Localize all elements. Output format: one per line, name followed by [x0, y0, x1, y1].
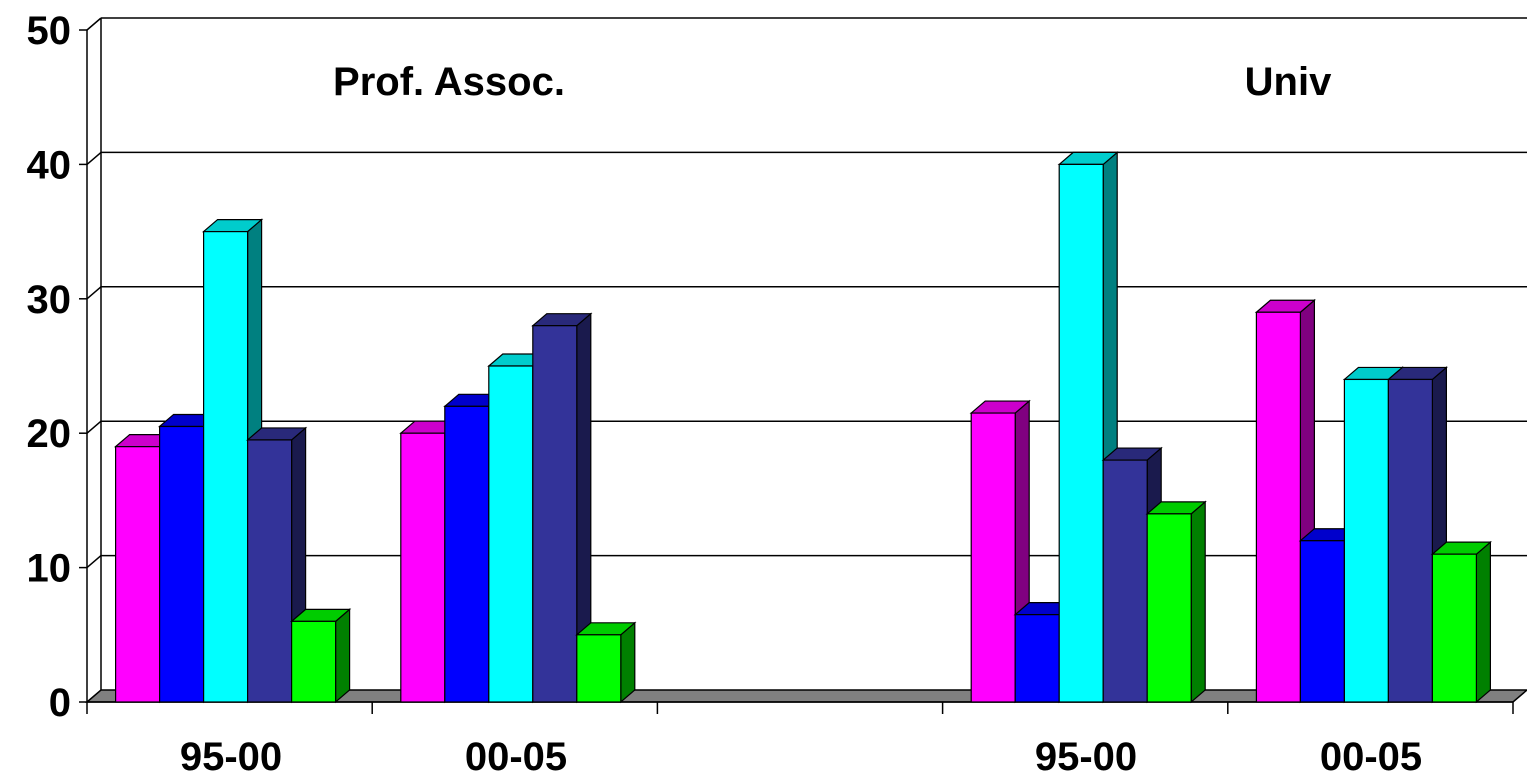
bar — [577, 623, 635, 702]
bar-front — [401, 433, 445, 702]
bar-front — [489, 366, 533, 702]
bar-front — [1300, 541, 1344, 702]
bar-front — [1344, 379, 1388, 702]
bar-front — [971, 413, 1015, 702]
bar-front — [577, 635, 621, 702]
bars — [116, 152, 1491, 702]
category-label: 00-05 — [1320, 735, 1422, 778]
bar-side — [1476, 542, 1490, 702]
bar — [292, 609, 350, 702]
group-title-univ: Univ — [1245, 60, 1332, 104]
category-label: 00-05 — [465, 735, 567, 778]
bar-side — [1191, 502, 1205, 702]
y-tick-label: 10 — [27, 547, 72, 591]
bar-front — [160, 426, 204, 702]
y-tick-label: 40 — [27, 143, 72, 187]
bar — [1432, 542, 1490, 702]
bar-front — [204, 232, 248, 702]
bar-front — [1388, 379, 1432, 702]
category-label: 95-00 — [180, 735, 282, 778]
y-tick-label: 0 — [49, 681, 71, 725]
bar-side — [336, 609, 350, 702]
bar-front — [533, 326, 577, 702]
y-tick-label: 30 — [27, 278, 72, 322]
bar — [1147, 502, 1205, 702]
x-category-labels: 95-00 00-05 95-00 00-05 — [180, 735, 1422, 778]
bar-front — [292, 621, 336, 702]
gridline-diagonal — [87, 287, 101, 299]
bar-front — [445, 406, 489, 702]
gridline-diagonal — [87, 556, 101, 568]
gridline-diagonal — [87, 152, 101, 164]
y-tick-label: 50 — [27, 9, 72, 53]
bar-front — [1147, 514, 1191, 702]
bar-front — [1015, 615, 1059, 702]
bar-front — [1059, 164, 1103, 702]
bar-front — [1432, 554, 1476, 702]
category-label: 95-00 — [1035, 735, 1137, 778]
gridline-diagonal — [87, 421, 101, 433]
bar-front — [1256, 312, 1300, 702]
group-title-prof-assoc: Prof. Assoc. — [333, 60, 565, 104]
bar-side — [621, 623, 635, 702]
bar-front — [248, 440, 292, 702]
bar-front — [116, 447, 160, 702]
y-tick-label: 20 — [27, 412, 72, 456]
bar-front — [1103, 460, 1147, 702]
y-tick-labels: 0 10 20 30 40 50 — [27, 9, 72, 725]
gridline-diagonal — [87, 18, 101, 30]
group-titles: Prof. Assoc. Univ — [333, 60, 1332, 104]
